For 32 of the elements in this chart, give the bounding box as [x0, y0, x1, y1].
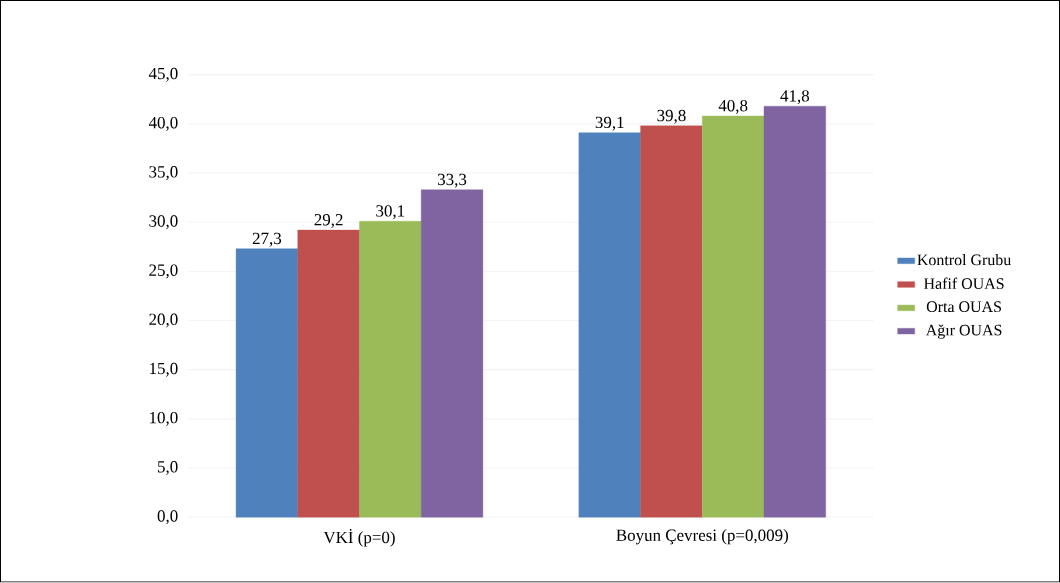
bar — [578, 132, 641, 518]
bar — [235, 248, 298, 518]
data-label: 29,2 — [314, 214, 343, 229]
y-tick-label: 0,0 — [157, 510, 178, 525]
data-label: 27,3 — [252, 232, 282, 247]
y-tick-label: 25,0 — [149, 264, 178, 279]
data-label: 39,8 — [657, 110, 686, 124]
data-label: 33,3 — [438, 173, 467, 188]
bar — [640, 125, 703, 518]
legend-label: Orta OUAS — [926, 301, 1001, 313]
legend-label: Ağır OUAS — [925, 324, 1002, 340]
y-tick-label: 35,0 — [149, 166, 178, 181]
bar — [702, 116, 765, 518]
data-label: 30,1 — [376, 205, 405, 220]
legend-label: Hafif OUAS — [923, 277, 1004, 290]
legend-label: Kontrol Grubu — [917, 254, 1012, 266]
x-tick-label: VKİ (p=0) — [323, 529, 395, 547]
x-tick-label: Boyun Çevresi (p=0,009) — [616, 529, 788, 545]
y-tick-label: 45,0 — [148, 68, 178, 82]
y-tick-label: 20,0 — [149, 313, 178, 328]
bar — [359, 221, 422, 518]
bar — [297, 230, 360, 518]
data-label: 40,8 — [718, 100, 748, 115]
data-label: 39,1 — [595, 116, 624, 131]
y-tick-label: 30,0 — [149, 215, 178, 230]
y-tick-label: 15,0 — [150, 362, 178, 377]
y-tick-label: 5,0 — [158, 461, 178, 476]
bar — [763, 106, 826, 518]
data-label: 41,8 — [780, 90, 810, 105]
bar — [420, 189, 484, 518]
y-tick-label: 10,0 — [150, 412, 178, 427]
y-tick-label: 40,0 — [148, 117, 178, 132]
